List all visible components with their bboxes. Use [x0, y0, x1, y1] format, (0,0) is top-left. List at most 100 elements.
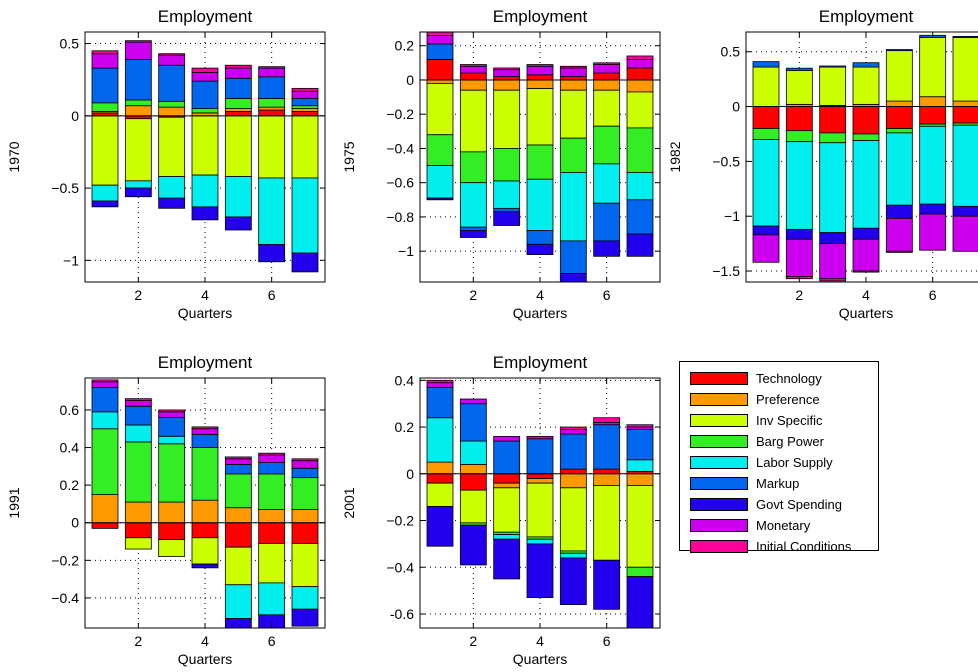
bar-segment: [919, 96, 947, 107]
bar-segment: [493, 79, 521, 91]
bar-segment: [124, 537, 152, 550]
bar-segment: [752, 139, 780, 227]
y-tick-label: −0.2: [51, 552, 79, 568]
bar-segment: [459, 182, 487, 228]
bar-segment: [224, 216, 252, 231]
bar-segment: [426, 32, 454, 36]
bar-segment: [559, 89, 587, 139]
bar-segment: [258, 522, 286, 544]
x-tick-label: 2: [795, 287, 803, 303]
bar-segment: [952, 124, 978, 207]
x-tick-label: 6: [603, 287, 611, 303]
y-axis-label: 1970: [6, 141, 22, 172]
bar-segment: [291, 467, 319, 479]
bar-segment: [224, 507, 252, 524]
bar-segment: [785, 69, 813, 105]
legend-box: Technology Preference Inv Specific Barg Pow…: [679, 361, 879, 554]
bar-segment: [852, 62, 880, 68]
legend-item: Govt Spending: [690, 494, 842, 514]
bar-segment: [526, 79, 554, 89]
bar-segment: [852, 238, 880, 272]
bar-segment: [559, 67, 587, 77]
bar-segment: [752, 106, 780, 129]
bar-segment: [258, 76, 286, 99]
bar-group: [91, 40, 319, 273]
bar-segment: [852, 140, 880, 229]
bar-segment: [224, 108, 252, 112]
bar-segment: [291, 586, 319, 610]
y-tick-label: 0.2: [395, 38, 415, 54]
bar-segment: [258, 115, 286, 179]
bar-segment: [626, 91, 654, 129]
bar-segment: [426, 386, 454, 419]
bar-segment: [291, 522, 319, 544]
y-tick-label: −1.5: [712, 263, 740, 279]
bar-segment: [426, 473, 454, 484]
bar-segment: [291, 608, 319, 627]
y-tick-label: 0: [732, 99, 740, 115]
bar-segment: [191, 72, 219, 82]
bar-segment: [158, 443, 186, 503]
bar-segment: [852, 270, 880, 273]
legend-label: Inv Specific: [756, 412, 823, 428]
bar-segment: [493, 69, 521, 77]
bar-segment: [785, 130, 813, 143]
bar-segment: [493, 89, 521, 149]
bar-segment: [91, 379, 119, 383]
bar-segment: [191, 108, 219, 114]
y-tick-label: −0.8: [386, 209, 414, 225]
bar-segment: [158, 100, 186, 108]
bar-segment: [124, 522, 152, 539]
bar-segment: [158, 64, 186, 102]
bar-segment: [158, 116, 186, 177]
bar-segment: [559, 468, 587, 475]
bar-segment: [752, 61, 780, 68]
chart-title: Employment: [158, 353, 253, 372]
bar-segment: [952, 37, 978, 102]
bar-segment: [626, 429, 654, 461]
bar-segment: [158, 53, 186, 56]
y-tick-label: 0: [406, 466, 414, 482]
bar-segment: [291, 111, 319, 117]
bar-segment: [819, 142, 847, 234]
bar-segment: [593, 417, 621, 423]
bar-segment: [426, 482, 454, 507]
x-tick-label: 4: [862, 287, 870, 303]
bar-segment: [593, 485, 621, 561]
bar-segment: [158, 106, 186, 117]
bar-segment: [593, 79, 621, 91]
bar-segment: [459, 524, 487, 566]
bar-segment: [626, 79, 654, 93]
bar-segment: [191, 428, 219, 435]
bar-segment: [224, 546, 252, 586]
bar-segment: [291, 458, 319, 462]
bar-segment: [158, 409, 186, 413]
bar-segment: [124, 41, 152, 60]
bar-segment: [258, 244, 286, 263]
x-tick-label: 2: [469, 287, 477, 303]
bar-segment: [493, 76, 521, 81]
bar-segment: [559, 65, 587, 69]
y-tick-label: −1: [724, 208, 740, 224]
bar-segment: [224, 64, 252, 69]
bar-segment: [493, 482, 521, 489]
y-tick-label: −0.6: [386, 175, 414, 191]
bar-segment: [258, 582, 286, 616]
bar-segment: [526, 178, 554, 232]
bar-group: [91, 379, 319, 628]
bar-segment: [291, 252, 319, 273]
bar-segment: [593, 473, 621, 486]
bar-segment: [191, 447, 219, 501]
bar-segment: [626, 566, 654, 577]
bar-segment: [91, 200, 119, 208]
y-axis-label: 1982: [667, 141, 683, 172]
y-tick-label: −0.5: [712, 153, 740, 169]
bar-segment: [124, 105, 152, 117]
chart-title: Employment: [493, 353, 588, 372]
y-tick-label: −0.4: [386, 559, 414, 575]
x-tick-label: 6: [603, 633, 611, 649]
bar-segment: [559, 172, 587, 242]
bar-segment: [224, 111, 252, 117]
chart-panel-1970: 2 4 6 −1 −0.5 0 0.5 Employment Quarters 1970: [6, 7, 326, 321]
bar-segment: [191, 522, 219, 539]
